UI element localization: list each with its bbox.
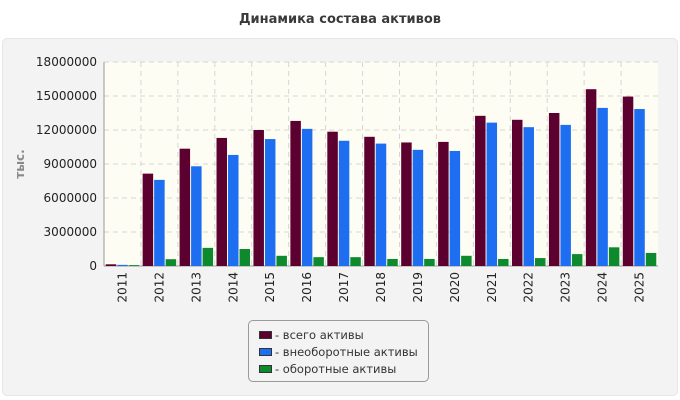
bar-2016-series-1 [290, 120, 301, 266]
bar-2014-series-1 [216, 137, 228, 266]
bar-2020-series-2 [449, 150, 461, 266]
legend-item-current-assets: - оборотные активы [259, 360, 428, 377]
bar-2023-series-2 [560, 124, 571, 267]
x-tick-label: 2024 [596, 272, 610, 303]
y-tick-label: 18000000 [36, 55, 97, 69]
legend-item-noncurrent-assets: - внеоборотные активы [259, 343, 428, 360]
legend-label-current-assets: - оборотные активы [275, 361, 397, 376]
bar-2017-series-2 [338, 140, 350, 266]
bar-2011-series-2 [117, 264, 128, 266]
bar-2023-series-1 [548, 113, 560, 266]
bar-2017-series-3 [350, 257, 361, 266]
x-tick-label: 2012 [152, 272, 166, 303]
x-tick-label: 2016 [300, 272, 314, 303]
bar-2022-series-3 [534, 258, 546, 266]
bar-2016-series-2 [301, 128, 313, 266]
bar-2021-series-3 [498, 258, 509, 266]
bar-2025-series-2 [634, 109, 645, 267]
y-tick-label: 15000000 [36, 89, 97, 103]
bar-2014-series-2 [228, 154, 239, 266]
bar-2019-series-2 [412, 149, 424, 266]
x-tick-label: 2021 [485, 272, 499, 303]
bar-2012-series-3 [165, 259, 177, 266]
bar-2021-series-2 [486, 122, 498, 266]
bar-2023-series-3 [571, 254, 583, 266]
bar-2022-series-2 [523, 127, 534, 267]
x-tick-label: 2023 [559, 272, 573, 303]
x-tick-label: 2014 [226, 272, 240, 303]
bar-2016-series-3 [313, 257, 324, 266]
bar-2024-series-2 [597, 107, 608, 267]
bar-2025-series-3 [645, 252, 657, 266]
bar-2021-series-1 [475, 115, 486, 266]
bar-2015-series-3 [276, 255, 287, 266]
bar-2015-series-1 [253, 130, 264, 266]
bar-2020-series-3 [461, 255, 472, 266]
chart-legend: - всего активы - внеоборотные активы - о… [248, 320, 429, 382]
chart-title: Динамика состава активов [238, 12, 442, 27]
bar-2019-series-1 [401, 142, 412, 266]
bar-2024-series-3 [608, 247, 620, 266]
bar-2013-series-2 [191, 166, 202, 266]
bar-2025-series-1 [622, 96, 634, 266]
legend-item-total-assets: - всего активы [259, 326, 428, 343]
x-tick-label: 2015 [263, 272, 277, 303]
bar-2015-series-2 [264, 139, 276, 266]
x-tick-label: 2019 [411, 272, 425, 303]
y-tick-label: 12000000 [36, 123, 97, 137]
bar-2013-series-3 [202, 247, 214, 266]
x-tick-label: 2020 [448, 272, 462, 303]
y-axis-title: тыс. [13, 149, 27, 178]
x-tick-label: 2017 [337, 272, 351, 303]
legend-swatch-noncurrent-assets [259, 347, 272, 356]
y-tick-label: 0 [89, 259, 97, 273]
x-tick-label: 2011 [115, 272, 129, 303]
legend-label-total-assets: - всего активы [275, 327, 364, 342]
y-tick-label: 6000000 [44, 191, 97, 205]
bar-2018-series-3 [387, 258, 398, 266]
bar-2019-series-3 [424, 258, 435, 266]
bar-2020-series-1 [438, 141, 449, 266]
y-tick-label: 3000000 [44, 225, 97, 239]
bar-2014-series-3 [239, 249, 251, 266]
bar-2017-series-1 [327, 131, 338, 266]
x-tick-label: 2022 [522, 272, 536, 303]
y-tick-label: 9000000 [44, 157, 97, 171]
bar-2013-series-1 [179, 148, 191, 266]
bar-2012-series-1 [142, 173, 154, 266]
bar-2022-series-1 [511, 119, 523, 266]
legend-label-noncurrent-assets: - внеоборотные активы [275, 344, 418, 359]
legend-swatch-current-assets [259, 364, 272, 373]
bar-2018-series-1 [364, 136, 375, 266]
x-tick-label: 2025 [633, 272, 647, 303]
bar-2024-series-1 [585, 89, 597, 266]
x-tick-label: 2018 [374, 272, 388, 303]
x-tick-label: 2013 [189, 272, 203, 303]
bar-2018-series-2 [375, 143, 387, 266]
bar-2011-series-1 [105, 264, 117, 266]
bar-2012-series-2 [154, 179, 165, 266]
bar-2011-series-3 [128, 265, 140, 266]
legend-swatch-total-assets [259, 330, 272, 339]
